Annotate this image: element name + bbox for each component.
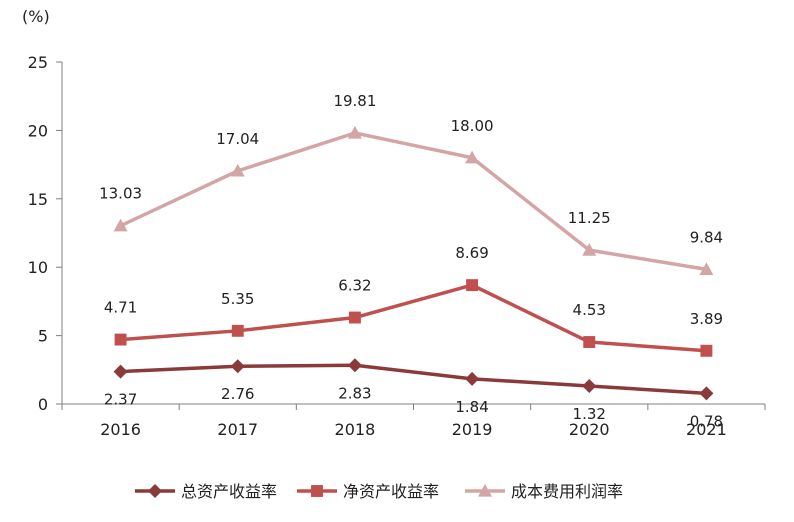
legend: 总资产收益率 净资产收益率 成本费用利润率 [135,482,623,501]
data-point-marker [347,125,362,139]
data-point-marker [699,386,714,401]
data-point-marker [582,378,597,393]
data-label: 2.83 [338,384,371,402]
legend-label: 总资产收益率 [181,482,277,501]
x-tick-label: 2016 [100,420,141,439]
series-3: 13.03 17.04 19.81 18.00 11.25 9.84 [99,92,723,275]
series-line [119,131,707,272]
data-label: 6.32 [338,277,371,295]
unit-label: (%) [22,7,50,26]
data-point-marker [348,311,361,324]
data-point-marker [582,243,597,256]
data-label: 19.81 [333,92,376,110]
series-line [120,363,707,396]
y-tick-label: 10 [28,258,48,277]
legend-marker [148,484,162,498]
y-tick-label: 20 [28,121,48,140]
data-point-marker [114,333,127,346]
series-line [120,283,707,353]
data-point-marker [113,364,128,379]
x-tick-label: 2017 [217,420,258,439]
legend-label: 成本费用利润率 [511,482,623,501]
series-2: 4.71 5.35 6.32 8.69 4.53 3.89 [104,244,723,357]
x-tick-label: 2021 [686,420,727,439]
data-point-marker [700,344,713,357]
x-axis-ticks: 2016 2017 2018 2019 2020 2021 [61,404,766,439]
legend-item-2: 净资产收益率 [297,482,439,501]
data-label: 18.00 [451,117,494,135]
data-label: 13.03 [99,185,142,203]
data-point-marker [230,359,245,374]
data-point-marker [231,324,244,337]
data-point-marker [465,150,480,164]
data-point-marker [347,358,362,373]
y-tick-label: 15 [28,190,48,209]
data-label: 3.89 [690,310,723,328]
legend-item-3: 成本费用利润率 [465,482,623,501]
data-point-marker [113,218,128,232]
data-label: 9.84 [690,228,723,246]
data-label: 4.53 [573,301,606,319]
y-tick-label: 5 [38,327,48,346]
y-tick-label: 25 [28,53,48,72]
data-label: 0.78 [690,412,723,430]
legend-item-1: 总资产收益率 [135,482,277,501]
data-label: 2.37 [104,391,137,409]
data-label: 1.84 [455,398,488,416]
x-tick-label: 2020 [569,420,610,439]
data-label: 4.71 [104,299,137,317]
data-point-marker [466,279,479,292]
x-tick-label: 2019 [452,420,493,439]
data-label: 17.04 [216,130,259,148]
data-label: 1.32 [573,405,606,423]
data-point-marker [465,371,480,386]
series-1: 2.37 2.76 2.83 1.84 1.32 0.78 [104,358,723,430]
legend-marker [478,484,492,497]
legend-label: 净资产收益率 [343,482,439,501]
x-tick-label: 2018 [335,420,376,439]
data-point-marker [230,163,245,177]
y-tick-label: 0 [38,395,48,414]
data-label: 5.35 [221,290,254,308]
series-layer: 13.03 17.04 19.81 18.00 11.25 9.84 4.71 5.35 6.3… [99,92,723,430]
data-point-marker [583,336,596,348]
y-axis-ticks: 0 5 10 15 20 25 [28,53,62,414]
data-label: 2.76 [221,385,254,403]
data-label: 8.69 [455,244,488,262]
data-label: 11.25 [568,209,611,227]
legend-marker [311,485,323,497]
data-point-marker [699,262,714,275]
